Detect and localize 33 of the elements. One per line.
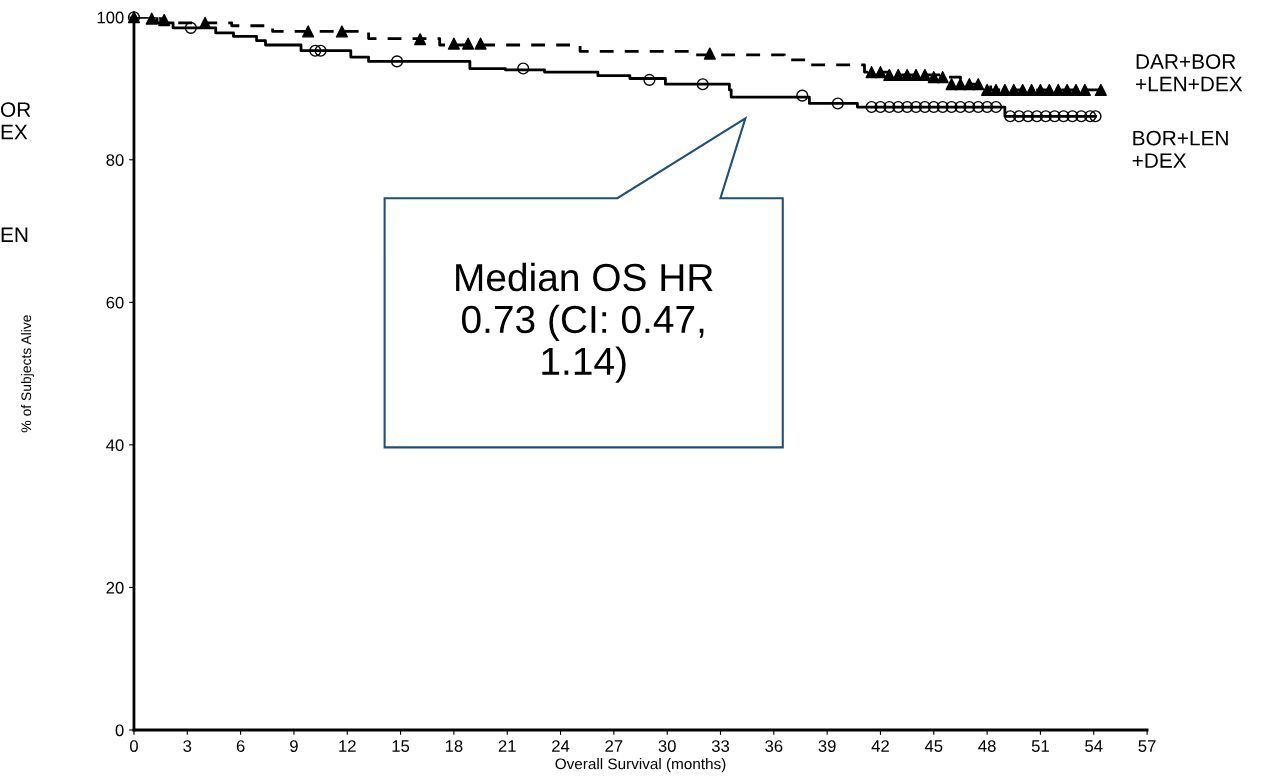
x-tick-label: 24	[552, 740, 570, 752]
x-tick-label: 27	[605, 740, 623, 752]
y-tick-label: 80	[106, 154, 124, 166]
x-tick-label: 21	[498, 740, 516, 752]
y-tick-label: 20	[106, 581, 124, 594]
annotation: Median OS HR 0.73 (CI: 0.47, 1.14)	[456, 262, 713, 383]
x-tick-label: 45	[924, 740, 943, 752]
text: OR EX	[0, 102, 31, 140]
y-tick-label: 40	[106, 439, 124, 452]
text: EN	[1, 227, 28, 242]
x-tick-label: 48	[978, 740, 996, 752]
x-tick-label: 0	[129, 740, 138, 752]
x-tick-label: 42	[871, 740, 889, 752]
y-axis-title: % of Subjects Alive	[20, 315, 34, 433]
y-tick-label: 0	[115, 724, 124, 737]
x-tick-label: 57	[1138, 740, 1156, 752]
x-tick-label: 12	[339, 740, 356, 752]
x-tick-label: 51	[1031, 740, 1049, 752]
x-tick-label: 36	[765, 740, 783, 752]
x-tick-label: 33	[711, 740, 730, 752]
y-tick-label: 100	[97, 11, 124, 24]
x-axis-title: Overall Survival (months)	[555, 758, 726, 773]
x-tick-label: 3	[183, 740, 192, 752]
x-tick-label: 54	[1085, 740, 1103, 752]
x-tick-label: 6	[236, 740, 245, 752]
series-label: DAR+BOR +LEN+DEX	[1135, 54, 1243, 92]
y-tick-label: 60	[106, 296, 124, 309]
x-tick-label: 18	[445, 740, 463, 752]
x-tick-label: 39	[818, 740, 836, 752]
series-label: BOR+LEN +DEX	[1132, 130, 1228, 168]
x-tick-label: 15	[392, 740, 410, 752]
x-tick-label: 30	[658, 740, 676, 752]
x-tick-label: 9	[290, 740, 298, 752]
